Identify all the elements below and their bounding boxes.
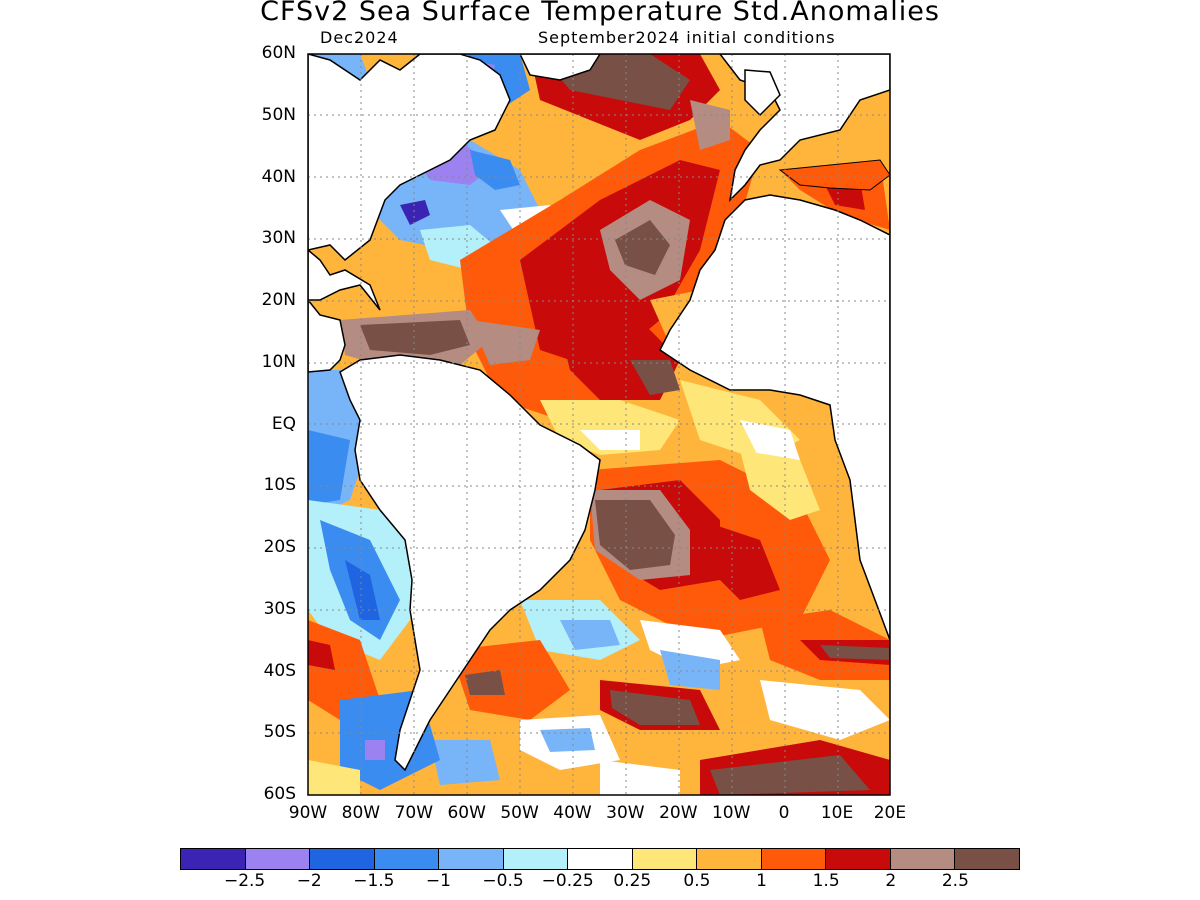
colorbar-swatch bbox=[503, 849, 569, 869]
colorbar-label: −0.5 bbox=[482, 871, 524, 891]
colorbar-label: 2 bbox=[885, 871, 897, 891]
colorbar-swatch bbox=[955, 849, 1019, 869]
lon-tick-label: 10W bbox=[711, 803, 751, 823]
forecast-month: Dec2024 bbox=[320, 28, 399, 47]
colorbar-swatch bbox=[890, 849, 956, 869]
lon-tick-label: 60W bbox=[447, 803, 486, 823]
lat-tick-label: 20S bbox=[263, 537, 296, 557]
lon-tick-label: 70W bbox=[394, 803, 434, 823]
lat-tick-label: 20N bbox=[261, 290, 296, 310]
lat-tick-label: 40S bbox=[263, 660, 296, 681]
lat-tick-label: 50N bbox=[261, 104, 296, 125]
colorbar-swatch bbox=[439, 849, 504, 869]
lon-tick-label: 0 bbox=[778, 803, 790, 823]
lat-tick-label: 40N bbox=[261, 166, 296, 187]
lon-tick-label: 40W bbox=[553, 803, 592, 823]
lon-tick-label: 90W bbox=[288, 803, 328, 823]
lon-tick-label: 20E bbox=[873, 803, 907, 823]
colorbar-swatch bbox=[245, 849, 311, 869]
lon-tick-label: 80W bbox=[341, 803, 381, 823]
colorbar-label: 0.25 bbox=[613, 871, 652, 891]
lon-tick-label: 20W bbox=[659, 803, 698, 823]
colorbar-swatch bbox=[761, 849, 827, 869]
anomaly-field bbox=[308, 54, 890, 795]
lat-tick-label: 30S bbox=[263, 598, 296, 619]
lon-tick-label: 30W bbox=[606, 803, 645, 823]
colorbar-label: −1 bbox=[425, 871, 451, 891]
map-title: CFSv2 Sea Surface Temperature Std.Anomal… bbox=[260, 0, 940, 27]
colorbar-label: −1.5 bbox=[353, 871, 395, 891]
lat-tick-label: 60N bbox=[261, 43, 296, 63]
lat-tick-label: 10S bbox=[263, 475, 296, 496]
lat-tick-label: 50S bbox=[263, 722, 296, 743]
colorbar-swatch bbox=[697, 849, 762, 869]
colorbar-swatch bbox=[568, 849, 633, 869]
colorbar bbox=[180, 848, 1020, 870]
colorbar-swatch bbox=[632, 849, 698, 869]
colorbar-label: −0.25 bbox=[541, 871, 594, 891]
colorbar-label: −2 bbox=[296, 871, 322, 891]
colorbar-swatch bbox=[181, 849, 246, 869]
colorbar-swatch bbox=[826, 849, 891, 869]
colorbar-swatch bbox=[310, 849, 375, 869]
lon-tick-label: 50W bbox=[500, 803, 539, 823]
colorbar-label: 0.5 bbox=[683, 871, 711, 891]
lat-tick-label: 30N bbox=[261, 228, 296, 249]
map-frame bbox=[307, 53, 891, 796]
initial-conditions-label: September2024 initial conditions bbox=[538, 28, 836, 47]
lat-tick-label: 10N bbox=[261, 351, 296, 372]
colorbar-swatch bbox=[374, 849, 440, 869]
colorbar-label: 1 bbox=[756, 871, 767, 891]
lat-tick-label: EQ bbox=[271, 413, 296, 434]
lat-tick-label: 60S bbox=[263, 784, 296, 804]
colorbar-label: −2.5 bbox=[223, 871, 266, 891]
lon-tick-label: 10E bbox=[820, 803, 854, 823]
colorbar-label: 2.5 bbox=[941, 871, 969, 891]
colorbar-label: 1.5 bbox=[812, 871, 840, 891]
